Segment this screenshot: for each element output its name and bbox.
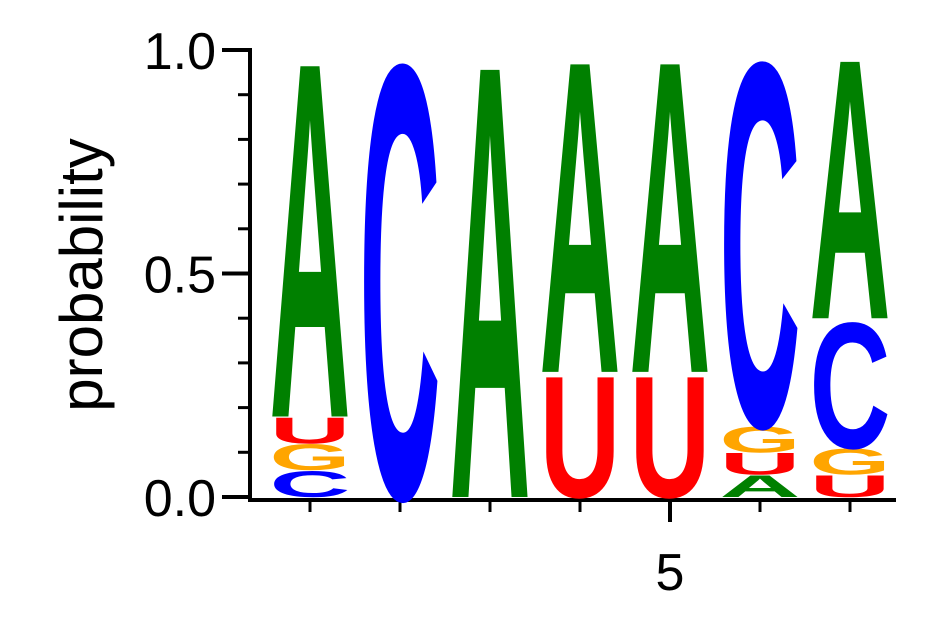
y-tick-label: 1.0	[144, 23, 216, 81]
letter: G	[270, 437, 351, 478]
y-tick-label: 0.5	[144, 247, 216, 305]
letter: A	[720, 469, 801, 504]
letter: G	[810, 442, 891, 483]
x-tick-label: 5	[656, 544, 685, 602]
y-axis-label: probability	[48, 138, 115, 412]
letter: A	[810, 0, 891, 398]
letter: C	[270, 464, 351, 505]
letter: U	[720, 446, 801, 481]
letter: U	[810, 469, 891, 504]
letter: C	[810, 285, 891, 486]
letter: C	[720, 0, 801, 537]
letter: A	[630, 0, 711, 468]
letter: C	[360, 0, 441, 617]
letter: G	[720, 419, 801, 460]
letter: A	[450, 0, 531, 617]
y-tick-label: 0.0	[144, 470, 216, 528]
letter: A	[270, 0, 351, 525]
letter: U	[540, 339, 621, 534]
letter: U	[270, 410, 351, 451]
letter: A	[540, 0, 621, 468]
letter: U	[630, 339, 711, 534]
